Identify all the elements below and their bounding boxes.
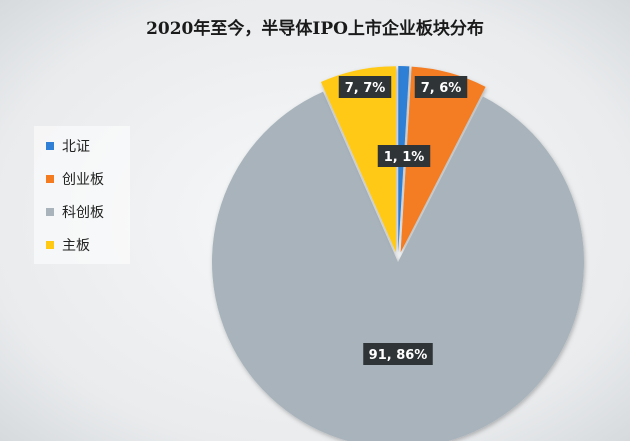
data-label-beizheng: 1, 1%: [377, 145, 431, 167]
data-label-text-zhuban: 7, 7%: [345, 81, 386, 96]
legend-swatch-beizheng: [46, 142, 54, 150]
data-label-box-zhuban: [338, 76, 392, 98]
data-label-kechuangban: 91, 86%: [363, 343, 433, 365]
legend-swatch-kechuangban: [46, 208, 54, 216]
data-label-text-chuangyeban: 7, 6%: [421, 81, 462, 96]
legend-item-zhuban: 主板: [46, 238, 90, 254]
legend-swatch-zhuban: [46, 241, 54, 249]
pie-slice-zhuban: [320, 66, 396, 253]
legend-swatch-chuangyeban: [46, 175, 54, 183]
legend-label-zhuban: 主板: [62, 238, 90, 254]
pie-slice-kechuangban: [212, 91, 584, 441]
data-label-zhuban: 7, 7%: [338, 76, 392, 98]
pie-slices: [212, 66, 584, 441]
data-label-chuangyeban: 7, 6%: [414, 76, 468, 98]
data-label-box-kechuangban: [363, 343, 433, 365]
legend-item-beizheng: 北证: [46, 139, 90, 155]
legend-item-kechuangban: 科创板: [46, 205, 104, 221]
legend-item-chuangyeban: 创业板: [46, 172, 104, 188]
legend-label-kechuangban: 科创板: [62, 205, 104, 221]
data-label-box-beizheng: [377, 145, 431, 167]
data-label-text-beizheng: 1, 1%: [384, 150, 425, 165]
data-label-text-kechuangban: 91, 86%: [369, 348, 428, 363]
legend-label-beizheng: 北证: [62, 139, 90, 155]
data-label-box-chuangyeban: [414, 76, 468, 98]
legend-label-chuangyeban: 创业板: [62, 172, 104, 188]
pie-slice-chuangyeban: [400, 66, 486, 253]
data-labels: 1, 1% 7, 6% 91, 86% 7, 7%: [338, 76, 468, 365]
chart-title: 2020年至今，半导体IPO上市企业板块分布: [146, 18, 484, 39]
